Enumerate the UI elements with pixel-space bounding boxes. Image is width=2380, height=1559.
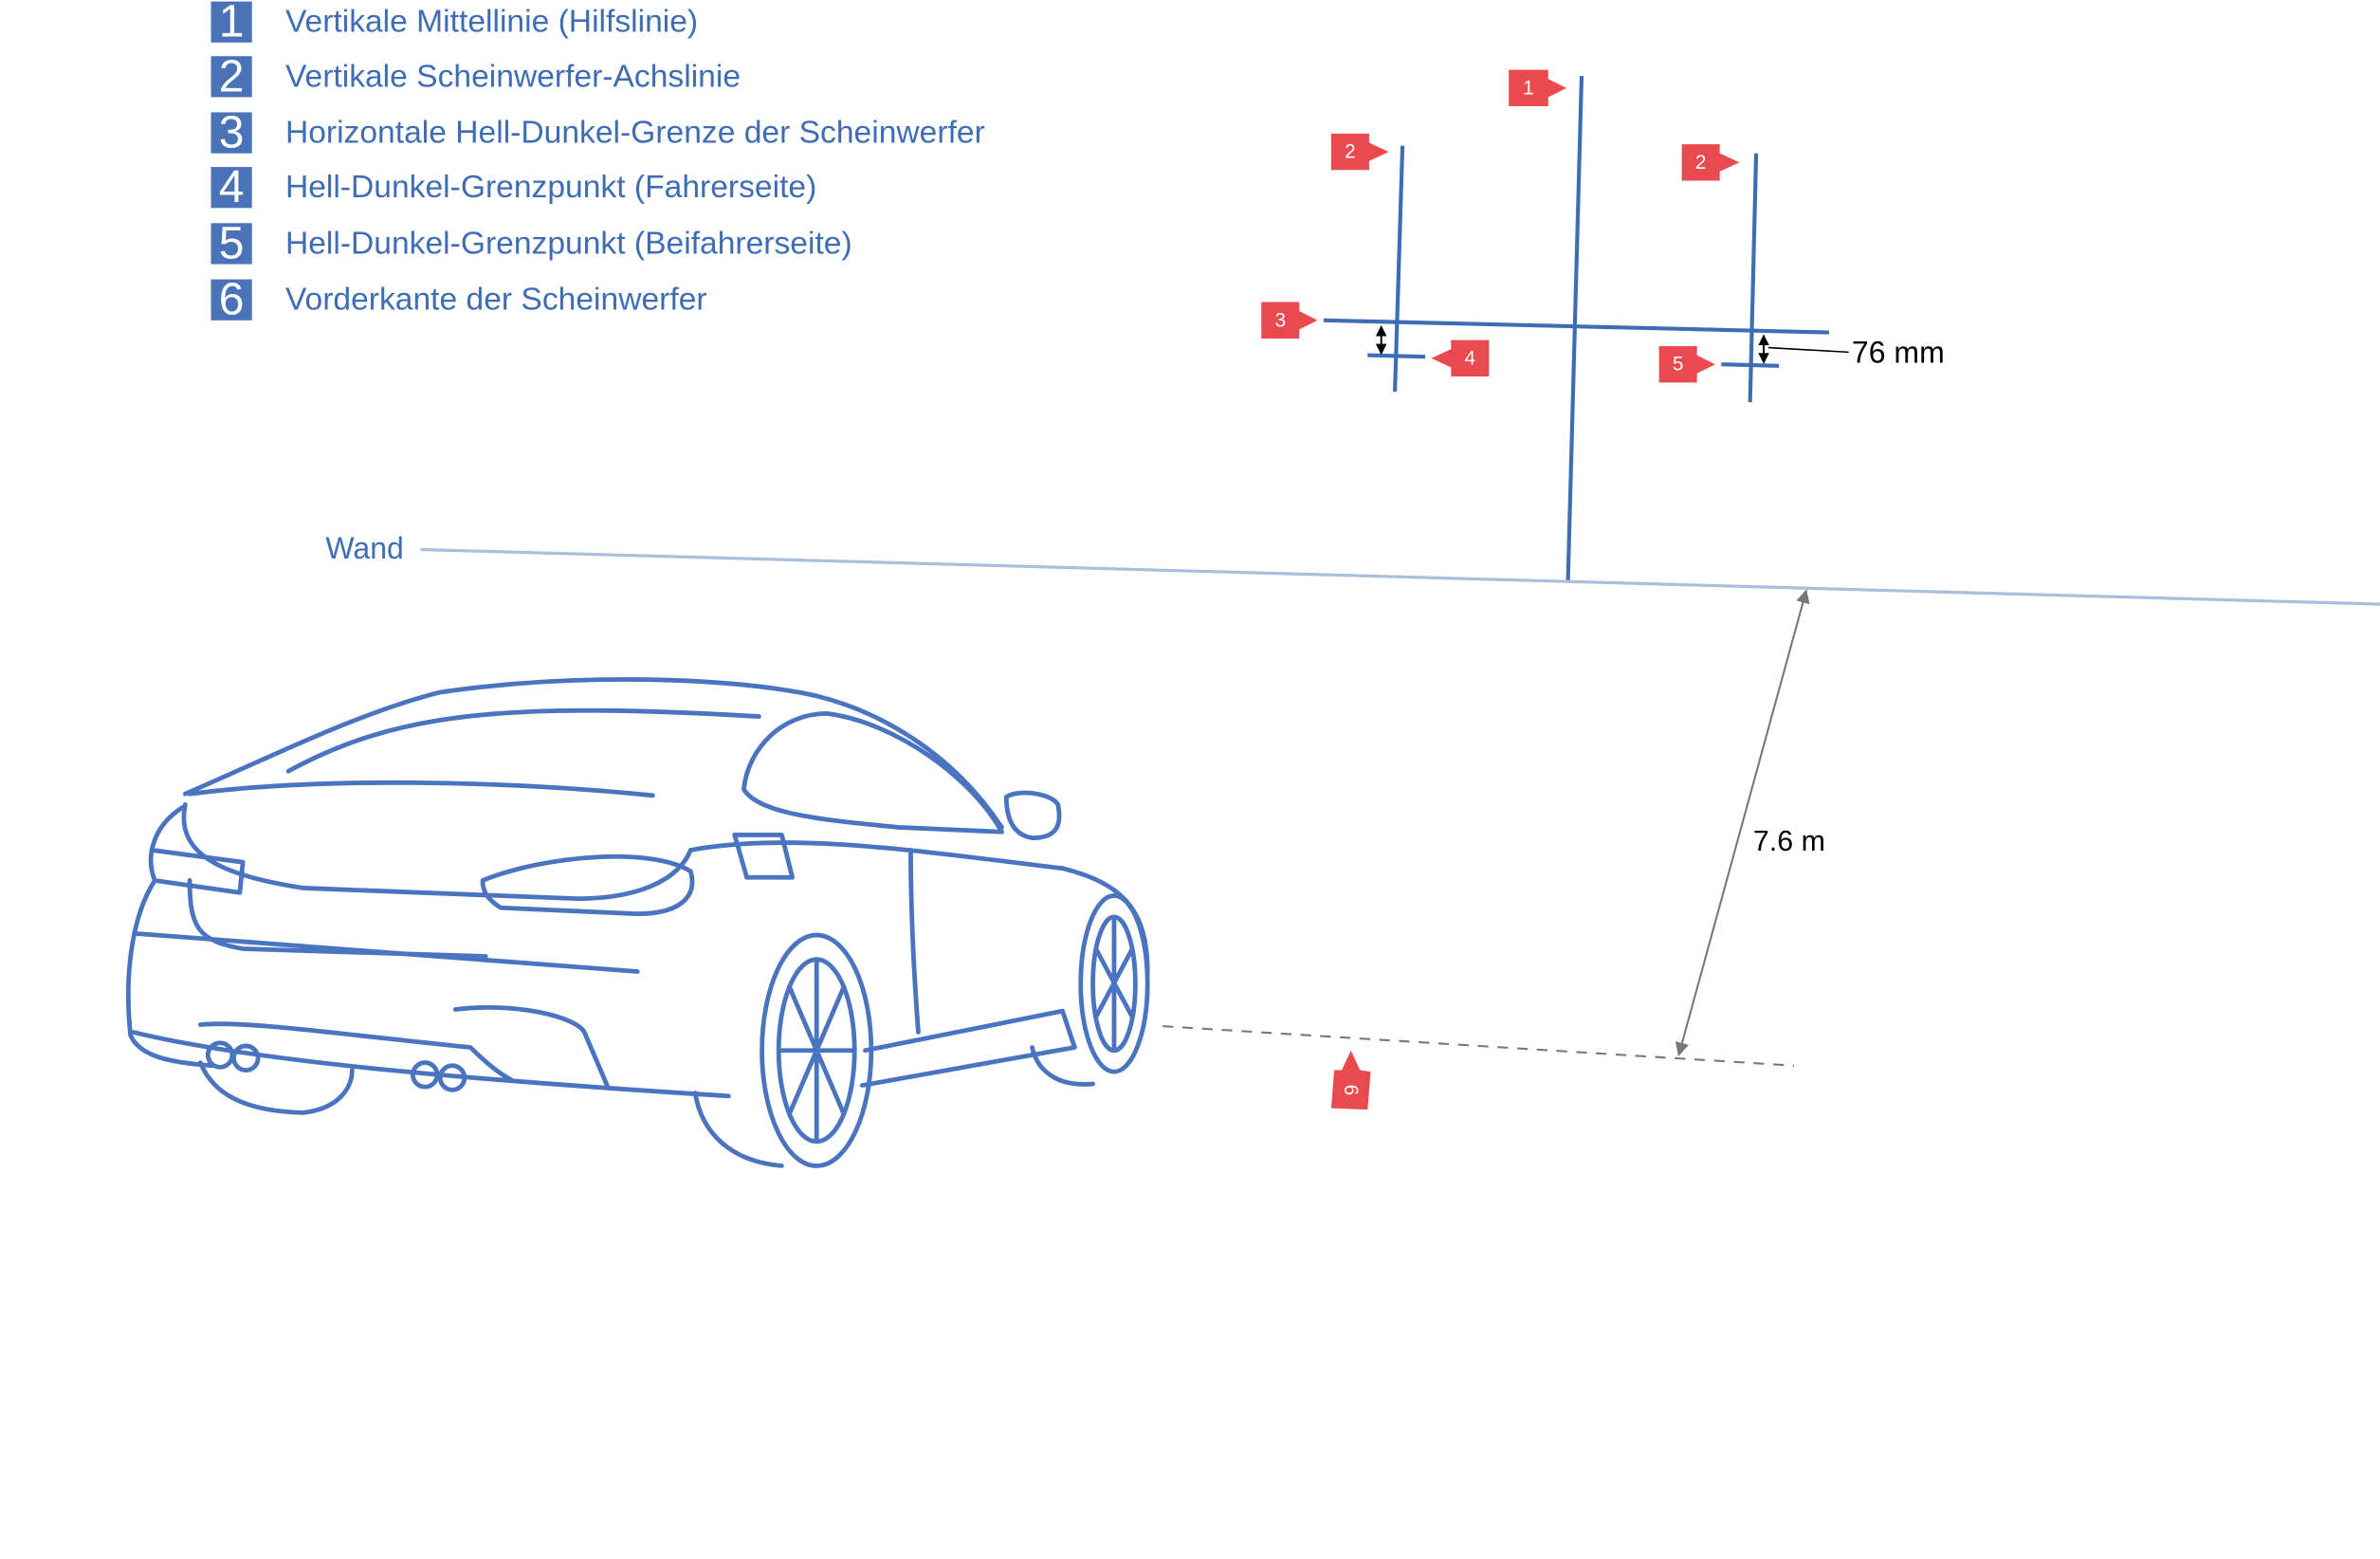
distance-arrow xyxy=(1675,589,1810,1056)
wall-label: Wand xyxy=(325,531,403,565)
marker-number: 6 xyxy=(1340,1085,1362,1096)
legend-number-box xyxy=(211,1,252,43)
legend-item: 6 Vorderkante der Scheinwerfer xyxy=(211,275,707,325)
legend-number: 5 xyxy=(219,218,245,268)
offset-label: 76 mm xyxy=(1852,335,1945,369)
wall-line xyxy=(420,547,2380,606)
legend-number: 6 xyxy=(219,275,245,325)
right-headlight-axis-line xyxy=(1748,153,1759,403)
marker-number: 1 xyxy=(1523,77,1534,99)
distance-label: 7.6 m xyxy=(1753,825,1825,857)
marker-2-left: 2 xyxy=(1330,133,1389,171)
legend-label: Vertikale Scheinwerfer-Achslinie xyxy=(285,59,741,94)
legend-item: 2 Vertikale Scheinwerfer-Achslinie xyxy=(211,51,741,101)
legend-number: 4 xyxy=(219,162,245,212)
cutoff-point-passenger xyxy=(1721,362,1780,368)
marker-number: 5 xyxy=(1673,354,1684,376)
legend-label: Horizontale Hell-Dunkel-Grenze der Schei… xyxy=(285,116,985,151)
legend-label: Vertikale Mittellinie (Hilfslinie) xyxy=(285,5,698,40)
marker-number: 2 xyxy=(1695,152,1707,174)
legend-number-box xyxy=(211,279,252,321)
legend-number: 3 xyxy=(219,108,245,158)
marker-5: 5 xyxy=(1658,345,1715,383)
legend-item: 4 Hell-Dunkel-Grenzpunkt (Fahrerseite) xyxy=(211,162,816,212)
marker-6: 6 xyxy=(1330,1050,1371,1110)
marker-number: 2 xyxy=(1345,141,1356,163)
marker-number: 3 xyxy=(1274,309,1286,331)
legend-item: 5 Hell-Dunkel-Grenzpunkt (Beifahrerseite… xyxy=(211,218,852,268)
legend-label: Vorderkante der Scheinwerfer xyxy=(285,283,707,318)
cutoff-point-driver xyxy=(1367,353,1426,359)
legend-number-box xyxy=(211,112,252,154)
left-headlight-axis-line xyxy=(1393,145,1405,393)
marker-number: 4 xyxy=(1465,347,1476,369)
legend-label: Hell-Dunkel-Grenzpunkt (Beifahrerseite) xyxy=(285,226,852,261)
legend-number: 2 xyxy=(219,51,245,101)
marker-1: 1 xyxy=(1509,69,1566,107)
car-illustration xyxy=(125,677,1150,1168)
legend-number: 1 xyxy=(219,0,245,47)
legend-number-box xyxy=(211,223,252,265)
vertical-center-line xyxy=(1565,75,1584,582)
legend-label: Hell-Dunkel-Grenzpunkt (Fahrerseite) xyxy=(285,170,816,205)
marker-2-right: 2 xyxy=(1681,144,1740,181)
legend-item: 1 Vertikale Mittellinie (Hilfslinie) xyxy=(211,0,698,47)
legend: 1 Vertikale Mittellinie (Hilfslinie) 2 V… xyxy=(211,0,985,325)
headlight-front-edge-line xyxy=(1163,1025,1795,1067)
offset-leader-line xyxy=(1767,346,1849,354)
legend-number-box xyxy=(211,167,252,209)
marker-4: 4 xyxy=(1431,339,1490,376)
horizontal-cutoff-line xyxy=(1323,318,1829,335)
marker-3: 3 xyxy=(1261,302,1318,339)
legend-item: 3 Horizontale Hell-Dunkel-Grenze der Sch… xyxy=(211,108,985,158)
legend-number-box xyxy=(211,56,252,98)
